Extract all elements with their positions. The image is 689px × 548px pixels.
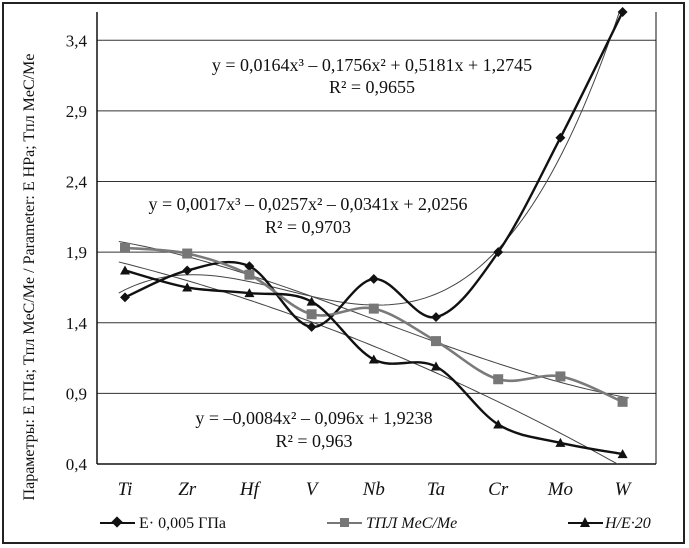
marker-triangle xyxy=(182,282,193,292)
annotation-1: y = 0,0164x³ – 0,1756x² + 0,5181x + 1,27… xyxy=(212,55,532,97)
marker-triangle xyxy=(617,449,628,459)
marker-triangle xyxy=(120,265,130,275)
marker-diamond xyxy=(617,7,628,17)
legend-item-tpl: TПЛ MeC/Me xyxy=(327,515,457,532)
marker-triangle xyxy=(306,296,317,306)
trendline-3 xyxy=(118,261,619,464)
axes xyxy=(96,12,657,465)
annotation-3: y = –0,0084x² – 0,096x + 1,9238 R² = 0,9… xyxy=(195,408,432,451)
y-tick-label: 1,9 xyxy=(66,243,87,262)
x-tick-label: Ti xyxy=(118,479,133,500)
marker-diamond xyxy=(182,265,193,276)
marker-diamond xyxy=(555,132,566,143)
legend-label-tpl: TПЛ MeC/Me xyxy=(366,515,457,532)
marker-diamond xyxy=(431,312,441,323)
marker-diamond xyxy=(306,322,317,332)
marker-triangle xyxy=(431,361,441,371)
marker-triangle xyxy=(244,288,255,298)
grid-lines xyxy=(97,39,656,394)
legend-item-he: H/E·20 xyxy=(568,515,651,532)
trendline-2 xyxy=(118,240,629,399)
legend-marker-e xyxy=(111,516,123,528)
x-tick-label: W xyxy=(615,479,633,500)
legend-item-e: E· 0,005 ГПа xyxy=(100,515,226,532)
x-tick-label: Cr xyxy=(488,479,509,500)
r2-3: R² = 0,963 xyxy=(275,431,352,451)
marker-triangle xyxy=(555,437,566,447)
x-tick-label: Zr xyxy=(178,479,197,500)
marker-square xyxy=(431,336,441,347)
x-tick-label: Ta xyxy=(427,479,445,500)
x-tick-label: Hf xyxy=(239,479,262,500)
legend-marker-tpl xyxy=(340,518,349,527)
r2-2: R² = 0,9703 xyxy=(265,217,351,237)
marker-square xyxy=(306,309,317,320)
legend-label-e: E· 0,005 ГПа xyxy=(139,515,226,532)
y-tick-label: 3,4 xyxy=(66,31,88,50)
y-tick-label: 0,4 xyxy=(66,455,88,474)
marker-square xyxy=(368,303,379,314)
marker-diamond xyxy=(120,292,130,303)
y-tick-label: 1,4 xyxy=(66,314,88,333)
marker-diamond xyxy=(244,261,255,272)
equation-3: y = –0,0084x² – 0,096x + 1,9238 xyxy=(195,408,432,428)
y-tick-label: 2,9 xyxy=(66,102,87,121)
marker-square xyxy=(617,396,628,407)
equation-1: y = 0,0164x³ – 0,1756x² + 0,5181x + 1,27… xyxy=(212,55,532,75)
marker-square xyxy=(120,242,130,253)
marker-triangle xyxy=(368,354,379,364)
x-tick-label: V xyxy=(306,479,320,500)
marker-diamond xyxy=(368,274,379,284)
r2-1: R² = 0,9655 xyxy=(329,77,415,97)
legend: E· 0,005 ГПа TПЛ MeC/Me H/E·20 xyxy=(100,515,651,532)
marker-square xyxy=(493,374,504,385)
y-tick-labels: 0,4 0,9 1,4 1,9 2,4 2,9 3,4 xyxy=(66,31,88,474)
x-tick-labels: Ti Zr Hf V Nb Ta Cr Mo W xyxy=(118,479,633,500)
y-tick-label: 0,9 xyxy=(66,384,87,403)
series-line-1 xyxy=(124,12,624,329)
marker-triangle xyxy=(493,419,504,429)
legend-marker-he xyxy=(580,517,590,527)
marker-square xyxy=(244,269,255,280)
y-tick-label: 2,4 xyxy=(66,173,88,192)
x-tick-label: Nb xyxy=(362,479,385,500)
legend-label-he: H/E·20 xyxy=(604,515,651,532)
y-axis-label: Параметры: E ГПа; Tпл MeC/Me / Parameter… xyxy=(21,54,38,501)
data-markers xyxy=(120,7,628,459)
x-tick-label: Mo xyxy=(547,479,573,500)
annotation-2: y = 0,0017x³ – 0,0257x² – 0,0341x + 2,02… xyxy=(148,194,467,237)
marker-square xyxy=(555,371,566,382)
marker-diamond xyxy=(493,247,504,258)
marker-square xyxy=(182,248,193,259)
equation-2: y = 0,0017x³ – 0,0257x² – 0,0341x + 2,02… xyxy=(148,194,467,214)
